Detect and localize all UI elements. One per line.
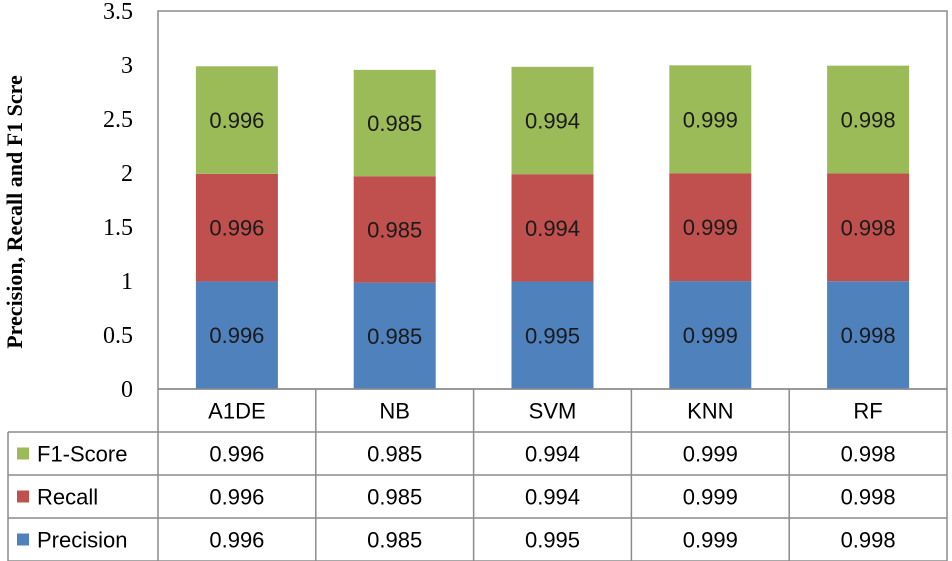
- bar-recall-knn: [669, 173, 752, 282]
- data-label-f1-score-nb: 0.985: [367, 111, 422, 136]
- y-axis-label-group: Precision, Recall and F1 Scre: [2, 75, 27, 349]
- bar-precision-knn: [669, 281, 752, 389]
- y-axis-ticks: 0 0.5 1 1.5 2 2.5 3 3.5: [103, 0, 133, 403]
- y-tick-label: 3: [121, 53, 133, 79]
- bar-recall-a1de: [195, 173, 278, 282]
- table-cell-precision-knn: 0.999: [683, 528, 738, 553]
- bar-precision-rf: [827, 281, 910, 389]
- bar-recall-nb: [353, 176, 436, 283]
- data-label-f1-score-svm: 0.994: [525, 109, 580, 134]
- legend-swatch-f1-score: [17, 447, 29, 460]
- table-cell-recall-svm: 0.994: [525, 485, 580, 510]
- table-cell-precision-a1de: 0.996: [209, 528, 264, 553]
- data-label-recall-knn: 0.999: [683, 215, 738, 240]
- table-cell-precision-nb: 0.985: [367, 528, 422, 553]
- data-label-precision-a1de: 0.996: [209, 323, 264, 348]
- table-cell-f1-score-svm: 0.994: [525, 442, 580, 467]
- y-tick-label: 1.5: [103, 215, 133, 241]
- data-label-precision-rf: 0.998: [841, 323, 896, 348]
- data-label-precision-svm: 0.995: [525, 323, 580, 348]
- table-cell-f1-score-nb: 0.985: [367, 442, 422, 467]
- category-label-rf: RF: [853, 399, 882, 424]
- data-label-recall-a1de: 0.996: [209, 216, 264, 241]
- legend-label-f1-score: F1-Score: [37, 442, 127, 467]
- category-label-svm: SVM: [529, 399, 577, 424]
- y-tick-label: 3.5: [103, 0, 133, 25]
- bar-f1-score-nb: [353, 69, 436, 177]
- y-tick-label: 1: [121, 269, 133, 295]
- data-label-f1-score-rf: 0.998: [841, 108, 896, 133]
- legend-label-precision: Precision: [37, 528, 127, 553]
- data-label-recall-rf: 0.998: [841, 215, 896, 240]
- legend-swatch-precision: [17, 533, 29, 546]
- legend-label-recall: Recall: [37, 485, 98, 510]
- category-label-knn: KNN: [687, 399, 733, 424]
- data-label-recall-nb: 0.985: [367, 217, 422, 242]
- y-tick-label: 0.5: [103, 323, 133, 349]
- data-label-f1-score-knn: 0.999: [683, 107, 738, 132]
- bars: 0.996 0.996 0.996 0.985 0.985 0.985 0.995 0.994…: [195, 65, 910, 389]
- table-cell-recall-a1de: 0.996: [209, 485, 264, 510]
- y-tick-label: 2.5: [103, 107, 133, 133]
- category-label-nb: NB: [379, 399, 410, 424]
- data-table: A1DE NB SVM KNN RF F1-Score 0.996 0.985 0.994 0.9…: [7, 388, 948, 561]
- y-tick-label: 2: [121, 161, 133, 187]
- data-label-recall-svm: 0.994: [525, 216, 580, 241]
- bar-precision-svm: [511, 281, 594, 389]
- category-label-a1de: A1DE: [208, 399, 265, 424]
- bar-precision-a1de: [195, 281, 278, 389]
- y-tick-label: 0: [121, 377, 133, 403]
- data-label-precision-knn: 0.999: [683, 323, 738, 348]
- bar-f1-score-a1de: [195, 66, 278, 174]
- bar-recall-rf: [827, 173, 910, 282]
- bar-f1-score-svm: [511, 66, 594, 175]
- table-cell-f1-score-a1de: 0.996: [209, 442, 264, 467]
- table-cell-f1-score-knn: 0.999: [683, 442, 738, 467]
- table-cell-precision-rf: 0.998: [841, 528, 896, 553]
- y-axis-label: Precision, Recall and F1 Scre: [2, 75, 27, 349]
- table-cell-precision-svm: 0.995: [525, 528, 580, 553]
- bar-recall-svm: [511, 174, 594, 282]
- bar-f1-score-rf: [827, 65, 910, 174]
- data-label-precision-nb: 0.985: [367, 324, 422, 349]
- bar-precision-nb: [353, 282, 436, 389]
- data-label-f1-score-a1de: 0.996: [209, 108, 264, 133]
- table-cell-f1-score-rf: 0.998: [841, 442, 896, 467]
- legend-swatch-recall: [17, 490, 29, 503]
- table-cell-recall-rf: 0.998: [841, 485, 896, 510]
- table-cell-recall-knn: 0.999: [683, 485, 738, 510]
- table-cell-recall-nb: 0.985: [367, 485, 422, 510]
- bar-f1-score-knn: [669, 65, 752, 174]
